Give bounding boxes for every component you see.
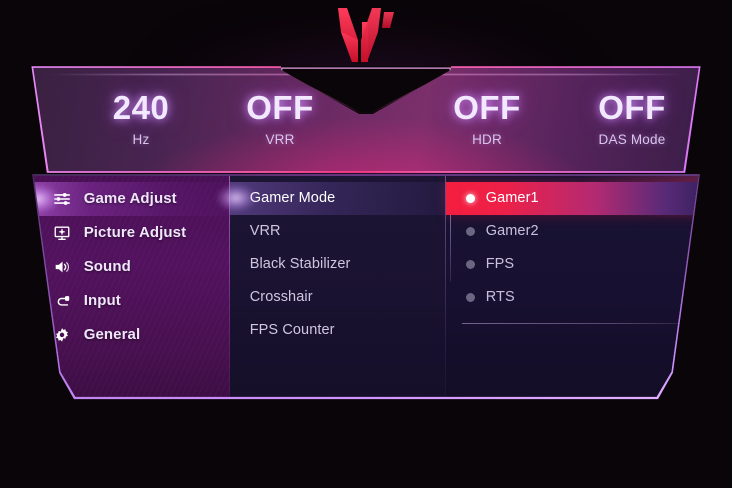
lg-ultragear-logo-icon [328,6,404,68]
sidebar-item-input[interactable]: Input [34,284,230,318]
osd-body: Game Adjust [28,174,704,400]
option-rts[interactable]: RTS [446,281,699,314]
submenu-item-label: Black Stabilizer [249,256,351,273]
option-label: Gamer2 [485,223,539,240]
status-header: 240 Hz OFF VRR OFF HDR OFF DAS Mode [16,64,716,174]
sidebar-item-general[interactable]: General [34,318,230,352]
submenu-column: Gamer Mode VRR Black Stabilizer Crosshai… [229,175,446,397]
radio-dot-icon [465,292,475,302]
sidebar-item-label: Sound [83,258,131,276]
submenu-item-label: Crosshair [249,289,313,306]
submenu-item-label: VRR [249,223,281,240]
submenu-item-label: FPS Counter [249,322,335,339]
status-label: VRR [265,132,295,147]
submenu-item-gamer-mode[interactable]: Gamer Mode [229,181,446,215]
option-gamer2[interactable]: Gamer2 [446,215,699,248]
status-value: 240 [112,89,170,126]
option-gamer1[interactable]: Gamer1 [445,181,699,215]
sliders-icon [52,189,72,209]
status-hdr: OFF HDR [428,91,546,147]
speaker-icon [52,257,72,277]
submenu-item-fps-counter[interactable]: FPS Counter [230,314,446,347]
option-fps[interactable]: FPS [446,248,699,281]
option-label: FPS [485,256,515,273]
status-vrr: OFF VRR [221,91,339,147]
submenu-item-crosshair[interactable]: Crosshair [230,281,446,314]
options-scrollbar[interactable] [449,187,452,282]
monitor-icon [52,223,72,243]
status-label: Hz [132,132,150,147]
sidebar-item-label: Game Adjust [83,190,177,208]
plug-icon [52,291,72,311]
sidebar-item-label: General [83,326,141,344]
status-value: OFF [453,89,521,126]
submenu-item-label: Gamer Mode [249,190,336,207]
sidebar-item-picture-adjust[interactable]: Picture Adjust [34,216,230,250]
body-inner: Game Adjust [33,175,699,397]
sidebar-item-game-adjust[interactable]: Game Adjust [33,181,230,216]
gear-icon [52,325,72,345]
radio-dot-icon [465,259,475,269]
status-refresh-rate: 240 Hz [82,91,200,147]
radio-dot-icon [465,193,475,203]
sidebar: Game Adjust [33,175,230,397]
sidebar-item-label: Input [83,292,121,310]
status-value: OFF [598,89,666,126]
sidebar-item-label: Picture Adjust [83,224,187,242]
option-label: Gamer1 [485,190,539,207]
status-das-mode: OFF DAS Mode [568,91,696,147]
radio-dot-icon [465,226,475,236]
status-bar: 240 Hz OFF VRR OFF HDR OFF DAS Mode [16,64,716,174]
status-label: HDR [472,132,502,147]
status-value: OFF [246,89,314,126]
body-clip: Game Adjust [32,174,700,399]
option-label: RTS [485,289,515,306]
status-label: DAS Mode [598,132,666,147]
options-divider [461,322,687,324]
sidebar-item-sound[interactable]: Sound [34,250,230,284]
submenu-item-vrr[interactable]: VRR [230,215,446,248]
submenu-item-black-stabilizer[interactable]: Black Stabilizer [230,248,446,281]
options-column: Gamer1 Gamer2 FPS RTS [445,175,699,397]
